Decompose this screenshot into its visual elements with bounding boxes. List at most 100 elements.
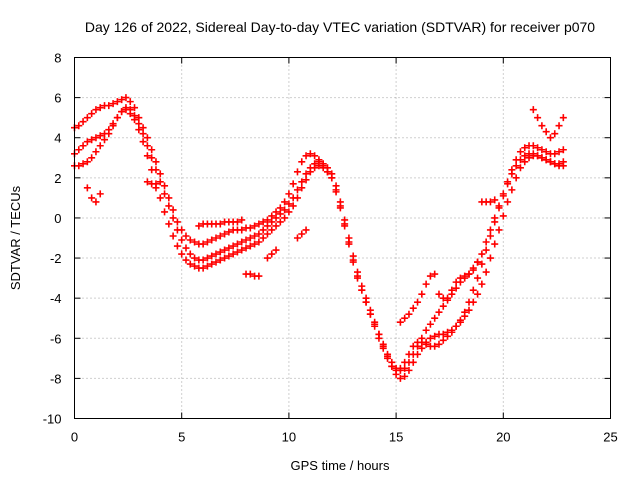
data-point [491,196,499,204]
data-point [259,218,267,226]
data-point [379,344,387,352]
data-point [83,114,91,122]
data-point [512,162,520,170]
data-point [88,154,96,162]
data-point [559,114,567,122]
data-point [529,106,537,114]
data-point [165,202,173,210]
series-2 [71,104,567,382]
data-point [551,150,559,158]
x-tick-label: 20 [496,430,510,445]
data-point [255,238,263,246]
data-point [478,280,486,288]
data-point [414,298,422,306]
data-point [126,110,134,118]
data-point [75,146,83,154]
data-point [135,114,143,122]
data-point [195,222,203,230]
data-point [332,186,340,194]
y-tick-label: -10 [43,412,62,427]
data-point [551,130,559,138]
data-point [83,184,91,192]
data-point [516,164,524,172]
data-point [465,270,473,278]
data-point [354,272,362,280]
data-point [302,176,310,184]
data-point [96,104,104,112]
data-point [392,366,400,374]
data-point [143,178,151,186]
data-point [302,152,310,160]
data-point [319,164,327,172]
data-point [276,218,284,226]
data-point [439,336,447,344]
data-point [293,168,301,176]
data-point [298,230,306,238]
data-point [414,350,422,358]
x-tick-label: 10 [282,430,296,445]
data-point [293,234,301,242]
x-axis-label: GPS time / hours [291,458,390,473]
data-point [534,144,542,152]
data-point [238,246,246,254]
data-point [396,318,404,326]
data-point [251,240,259,248]
data-point [293,186,301,194]
data-point [478,250,486,258]
data-point [486,226,494,234]
data-point [276,210,284,218]
data-point [186,236,194,244]
data-point [315,162,323,170]
data-point [538,146,546,154]
data-point [435,340,443,348]
data-point [289,180,297,188]
data-point [418,344,426,352]
data-point [311,152,319,160]
data-point [396,364,404,372]
data-point [478,260,486,268]
data-point [298,184,306,192]
x-tick-label: 25 [603,430,617,445]
data-point [203,262,211,270]
data-point [341,220,349,228]
data-point [336,202,344,210]
data-point [499,212,507,220]
data-point [405,350,413,358]
data-point [529,150,537,158]
data-point [191,238,199,246]
data-point [482,268,490,276]
data-point [452,284,460,292]
data-point [516,156,524,164]
data-point [169,232,177,240]
data-point [259,234,267,242]
data-point [229,242,237,250]
data-point [293,194,301,202]
data-point [362,298,370,306]
data-point [521,152,529,160]
data-point [401,372,409,380]
data-point [96,142,104,150]
data-point [495,226,503,234]
data-point [444,332,452,340]
y-tick-label: 6 [54,91,61,106]
data-point [109,100,117,108]
data-point [118,108,126,116]
data-point [105,130,113,138]
data-point [431,332,439,340]
data-point [268,218,276,226]
data-point [521,144,529,152]
data-point [409,342,417,350]
data-point [546,158,554,166]
data-point [302,226,310,234]
data-point [161,182,169,190]
data-point [156,194,164,202]
data-point [268,250,276,258]
data-point [135,126,143,134]
data-point [221,230,229,238]
data-point [208,260,216,268]
data-point [534,152,542,160]
data-point [229,250,237,258]
data-point [113,98,121,106]
data-point [105,102,113,110]
data-point [259,226,267,234]
